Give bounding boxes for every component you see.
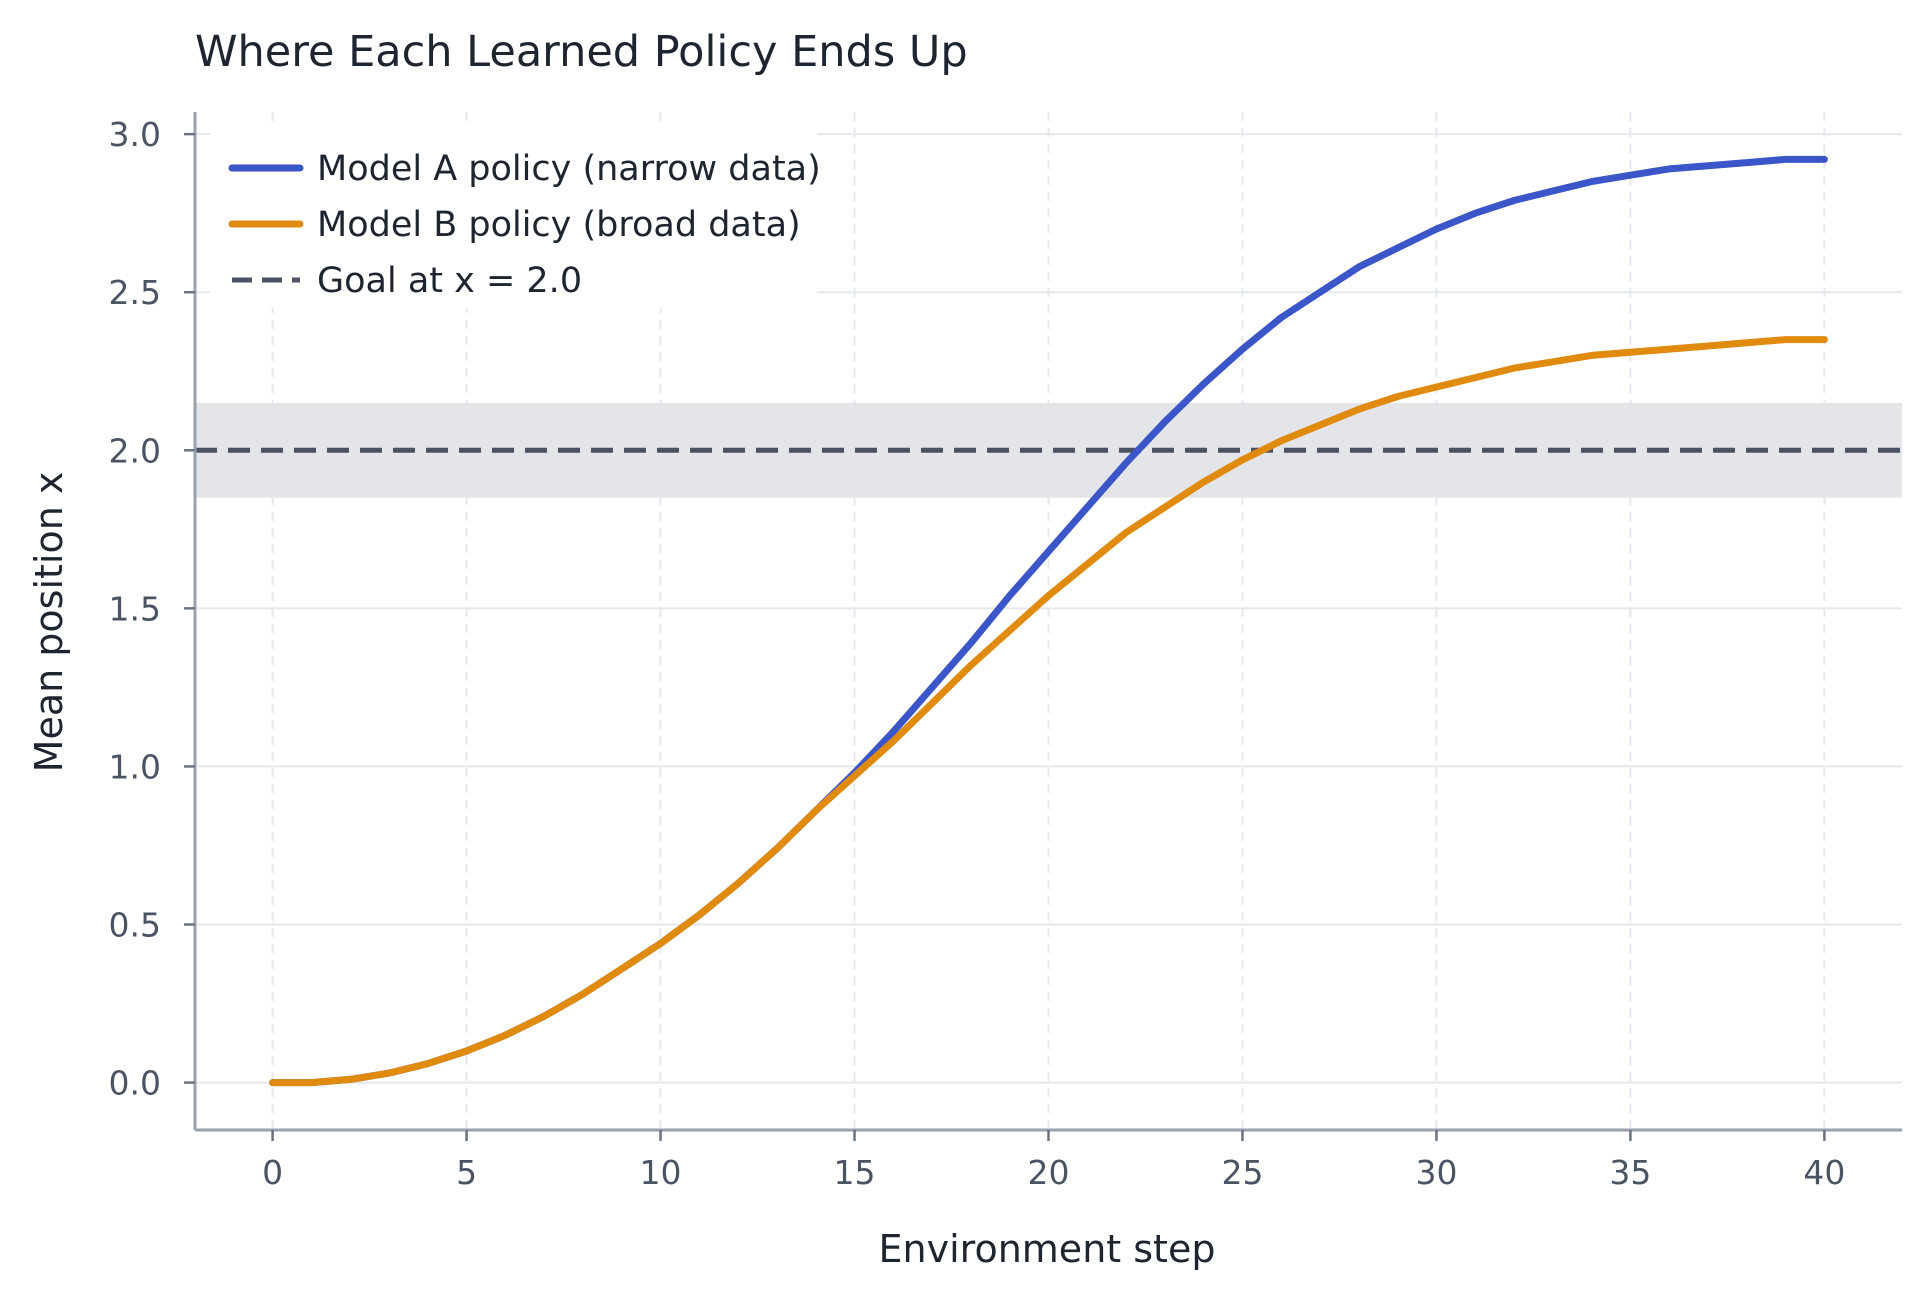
y-tick-label-1: 0.5: [109, 906, 161, 945]
x-tick-label-8: 40: [1803, 1153, 1845, 1192]
x-tick-label-6: 30: [1415, 1153, 1457, 1192]
x-tick-label-7: 35: [1609, 1153, 1651, 1192]
x-axis-label: Environment step: [879, 1227, 1216, 1271]
x-tick-label-2: 10: [640, 1153, 682, 1192]
goal-band: [195, 402, 1902, 498]
y-tick-label-4: 2.0: [109, 431, 161, 470]
legend-label-model-b: Model B policy (broad data): [317, 205, 801, 245]
x-tick-label-0: 0: [262, 1153, 283, 1192]
legend: Model A policy (narrow data) Model B pol…: [210, 128, 821, 308]
goal-band-layer: [195, 402, 1902, 498]
ticks-layer: 0.0 0.5 1.0 1.5 2.0 2.5 3.0 0 5 10 15 20 25 30 35 40: [109, 115, 1846, 1192]
series-layer: [269, 155, 1828, 1087]
y-tick-label-5: 2.5: [109, 273, 161, 312]
x-tick-label-5: 25: [1221, 1153, 1263, 1192]
legend-label-model-a: Model A policy (narrow data): [317, 149, 821, 189]
y-tick-label-0: 0.0: [109, 1064, 161, 1103]
x-tick-label-4: 20: [1028, 1153, 1070, 1192]
chart-title: Where Each Learned Policy Ends Up: [195, 27, 968, 77]
x-tick-label-3: 15: [834, 1153, 876, 1192]
y-tick-label-2: 1.0: [109, 747, 161, 786]
legend-background: [210, 128, 817, 308]
y-axis-label: Mean position x: [27, 472, 71, 773]
y-tick-label-3: 1.5: [109, 589, 161, 628]
x-tick-label-1: 5: [456, 1153, 477, 1192]
series-line-model-b: [269, 336, 1828, 1087]
legend-label-goal: Goal at x = 2.0: [317, 261, 582, 301]
y-tick-label-6: 3.0: [109, 115, 161, 154]
